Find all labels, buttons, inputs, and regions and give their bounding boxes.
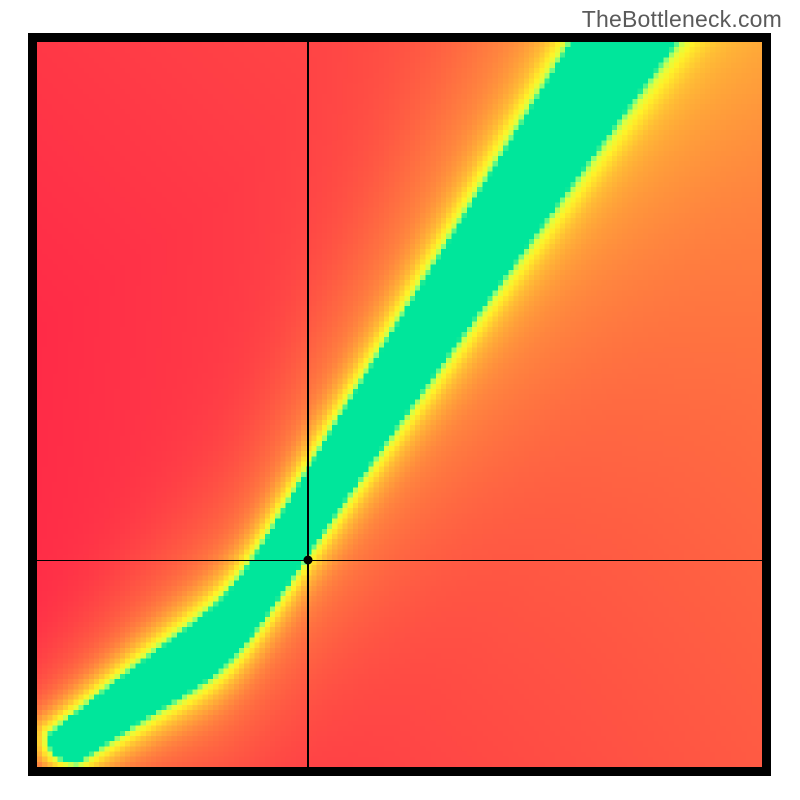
bottleneck-heatmap	[37, 42, 762, 767]
crosshair-vertical	[307, 42, 309, 767]
crosshair-marker	[304, 556, 313, 565]
watermark-text: TheBottleneck.com	[582, 6, 782, 33]
plot-frame	[28, 33, 771, 776]
crosshair-horizontal	[37, 560, 762, 562]
